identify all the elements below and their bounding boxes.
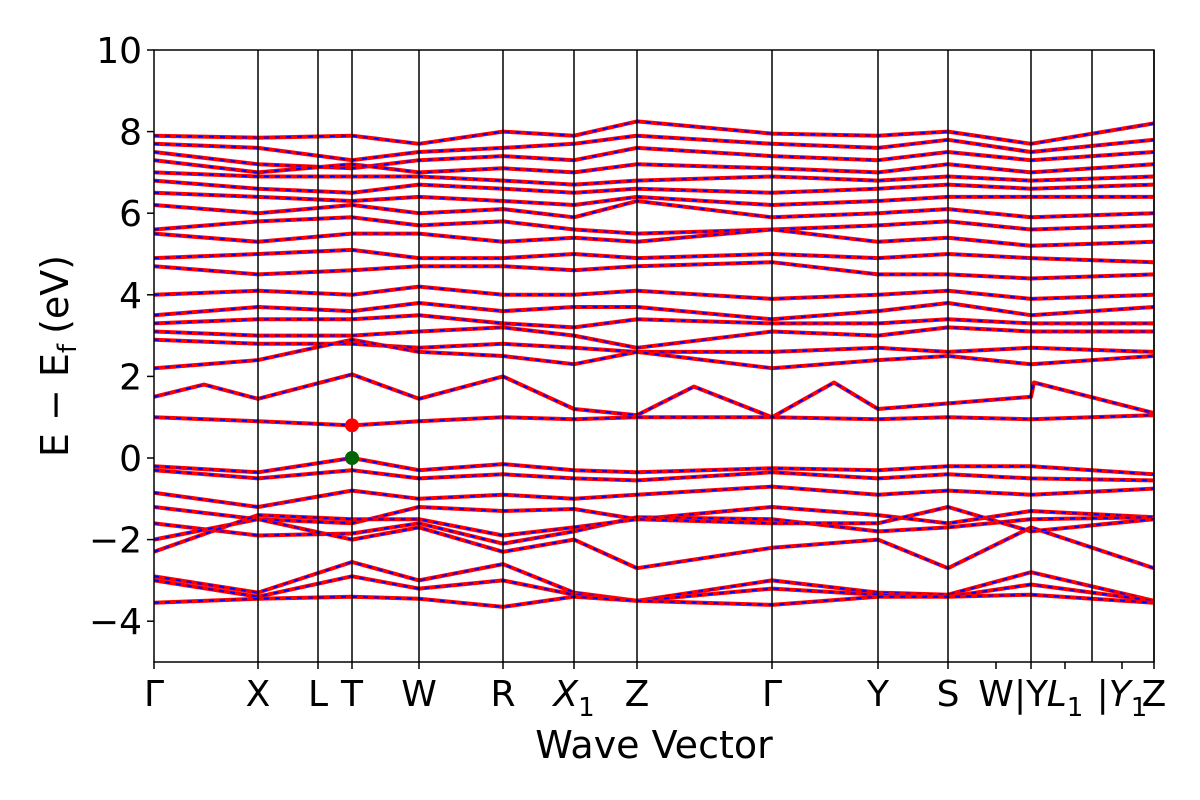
y-tick-label: 4 [119,276,142,317]
band-11-dashes [154,248,1154,264]
band-28-dashes [154,560,1154,602]
band-4-dashes [154,159,1154,174]
x-tick-label-1: Γ [144,674,164,715]
y-tick-label: 8 [119,113,142,154]
x-tick-label-13: |Y [1014,674,1049,715]
band-13-dashes [154,285,1154,300]
band-3-dashes [154,146,1154,170]
band-8-dashes [154,199,1154,219]
y-tick-label: 6 [119,194,142,235]
x-axis-ticks: Γ X L T W R X1 Z Γ Y S W |YL1 |Y1Z [144,662,1166,723]
band-6-dashes [154,179,1154,194]
band-30-dashes [154,593,1154,608]
band-20 [154,413,1154,428]
band-15-dashes [154,314,1154,329]
band-21 [154,456,1154,477]
band-1-dashes [154,120,1154,145]
band-10-dashes [154,228,1154,247]
x-tick-label-15: |Y1 [1097,674,1148,723]
y-tick-label: −4 [89,602,142,643]
y-axis-title: E − Ef (eV) [33,255,83,457]
y-tick-label: −2 [89,521,142,562]
band-5-dashes [154,171,1154,186]
band-19 [154,372,1154,420]
band-edge-marker-2 [345,451,359,465]
y-axis-title-main: E − E [33,353,77,457]
band-26-dashes [154,518,1154,570]
x-axis-title: Wave Vector [535,723,773,767]
band-26 [154,517,1154,571]
band-21-dashes [154,456,1154,476]
x-tick-label-4: T [340,674,364,715]
x-tick-label-5: W [401,674,437,715]
y-axis-title-unit: (eV) [33,255,77,334]
x-tick-label-3: L [308,674,328,715]
x-tick-label-11: S [937,674,960,715]
y-tick-label: 10 [96,31,142,72]
band-24-dashes [154,505,1154,525]
band-18-dashes [154,338,1154,370]
x-tick-label-7: X1 [551,674,594,723]
band-20-dashes [154,414,1154,427]
band-9 [154,215,1154,236]
band-7-dashes [154,191,1154,207]
y-axis-ticks: −4 −2 0 2 4 6 8 10 [89,31,154,643]
x-tick-label-2: X [246,674,271,715]
y-tick-label: 0 [119,439,142,480]
band-17-dashes [154,338,1154,353]
band-16-dashes [154,326,1154,349]
band-edge-markers [345,418,359,465]
band-12 [154,260,1154,281]
x-tick-label-6: R [490,674,515,715]
band-27-dashes [154,505,1154,553]
band-12-dashes [154,261,1154,280]
band-8 [154,199,1154,220]
band-13 [154,284,1154,301]
band-14-dashes [154,301,1154,321]
band-23 [154,484,1154,509]
y-axis-title-sub: f [53,343,83,353]
band-14 [154,301,1154,322]
y-tick-label: 2 [119,357,142,398]
x-tick-label-8: Z [625,674,650,715]
band-25-dashes [154,516,1154,545]
band-edge-marker-1 [345,418,359,433]
band-9-dashes [154,216,1154,235]
band-23-dashes [154,485,1154,509]
band-19-dashes [154,373,1154,419]
x-tick-label-16: Z [1142,674,1167,715]
x-tick-label-12: W [978,674,1014,715]
band-22-dashes [154,469,1154,482]
band-lines [154,119,1154,609]
x-tick-label-10: Y [866,674,890,715]
band-2-dashes [154,134,1154,162]
band-1 [154,119,1154,146]
x-tick-label-9: Γ [762,674,782,715]
plot-frame [153,49,1155,663]
x-tick-label-14: L1 [1047,674,1084,723]
